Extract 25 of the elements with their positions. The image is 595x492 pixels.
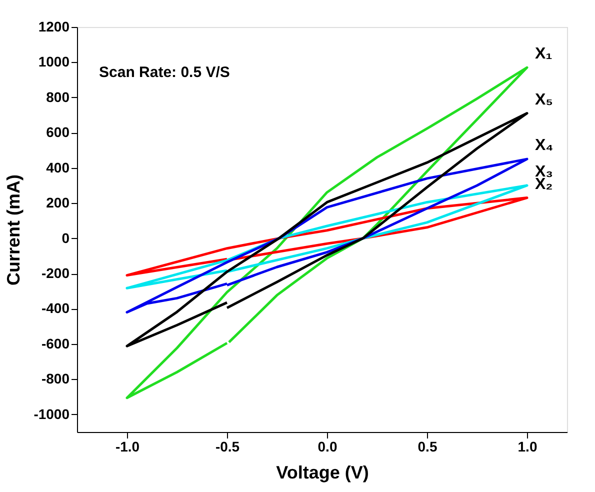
x-tick-label: 0.0 <box>318 438 338 454</box>
series-label: X₄ <box>535 137 554 154</box>
y-tick-label: -1000 <box>34 406 70 422</box>
x-tick-label: 1.0 <box>518 438 538 454</box>
y-tick-label: -600 <box>41 335 70 352</box>
y-tick-label: 200 <box>46 194 70 211</box>
y-tick-label: 0 <box>62 230 70 246</box>
y-tick-label: 1200 <box>38 18 70 34</box>
x-tick-label: -1.0 <box>115 438 140 454</box>
series-label: X₅ <box>535 91 554 108</box>
y-tick-label: -400 <box>41 300 70 316</box>
y-tick-label: 800 <box>46 88 70 105</box>
x-tick-label: 0.5 <box>418 438 438 454</box>
y-tick-label: 400 <box>46 159 70 176</box>
x-tick-label: -0.5 <box>215 438 240 454</box>
y-axis-title: Current (mA) <box>4 174 24 286</box>
y-tick-label: -200 <box>41 265 70 282</box>
y-tick-label: 1000 <box>38 54 70 70</box>
line-series <box>126 158 528 314</box>
series-label: X₁ <box>535 46 553 62</box>
annotation: Scan Rate: 0.5 V/S <box>99 64 230 81</box>
x-axis-title: Voltage (V) <box>276 462 369 482</box>
y-tick-label: 600 <box>46 124 70 140</box>
y-tick-label: -800 <box>41 370 70 387</box>
line-series <box>126 112 528 348</box>
